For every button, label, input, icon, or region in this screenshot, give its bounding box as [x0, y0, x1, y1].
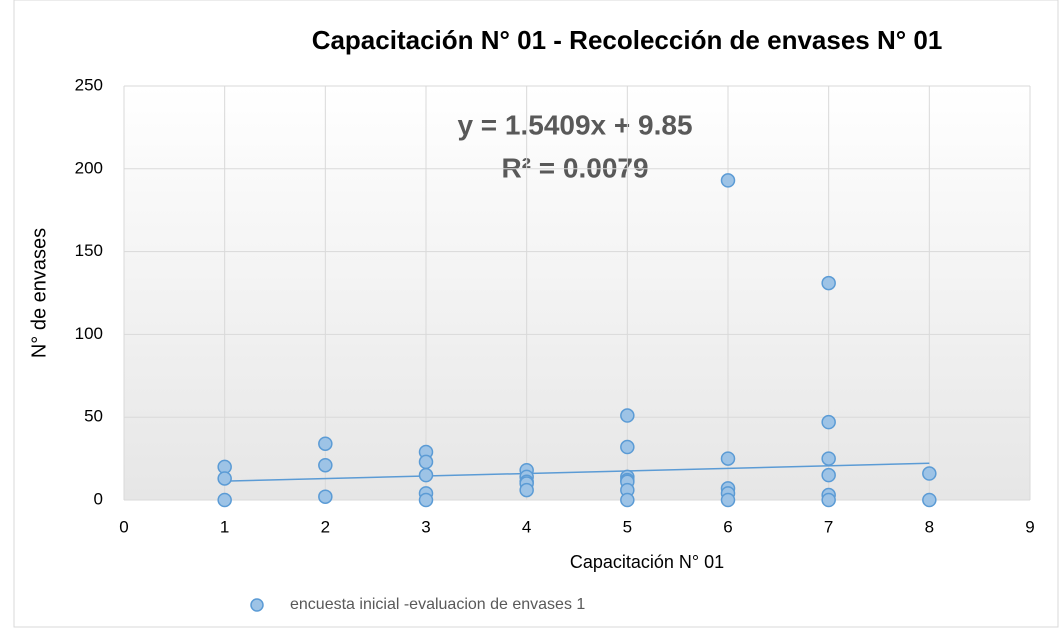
x-tick-label: 0	[119, 517, 128, 536]
y-tick-label: 50	[84, 407, 103, 426]
x-tick-label: 9	[1025, 517, 1034, 536]
scatter-point	[821, 451, 836, 466]
plot-area	[124, 86, 1030, 500]
scatter-point	[217, 471, 232, 486]
scatter-point	[620, 439, 635, 455]
scatter-point	[720, 492, 736, 508]
legend-marker	[250, 598, 264, 612]
scatter-point	[821, 467, 836, 483]
scatter-point	[318, 457, 333, 473]
y-tick-label: 150	[75, 241, 103, 260]
scatter-point	[620, 492, 635, 508]
scatter-point	[418, 467, 434, 483]
scatter-point	[418, 492, 434, 508]
x-tick-label: 7	[824, 517, 833, 536]
x-tick-label: 2	[321, 517, 330, 536]
scatter-point	[318, 489, 333, 504]
legend-label: encuesta inicial -evaluacion de envases …	[290, 596, 585, 613]
scatter-point	[922, 466, 937, 481]
y-axis-label: N° de envases	[28, 228, 50, 358]
scatter-point	[821, 414, 836, 430]
y-tick-label: 100	[75, 324, 103, 343]
scatter-point	[821, 275, 836, 291]
scatter-point	[318, 436, 333, 451]
scatter-point	[620, 408, 635, 423]
scatter-point	[922, 492, 937, 508]
y-tick-label: 0	[94, 489, 103, 508]
trendline-equation: y = 1.5409x + 9.85	[457, 109, 692, 140]
x-tick-label: 3	[421, 517, 430, 536]
scatter-point	[821, 492, 836, 508]
trendline	[224, 462, 930, 482]
x-tick-label: 1	[220, 517, 229, 536]
scatter-point	[418, 454, 434, 470]
y-tick-label: 250	[75, 75, 103, 94]
y-tick-label: 200	[75, 158, 103, 177]
x-axis-label: Capacitación N° 01	[570, 552, 724, 572]
chart-title: Capacitación N° 01 - Recolección de enva…	[312, 25, 943, 55]
scatter-point	[720, 451, 736, 466]
x-tick-label: 5	[623, 517, 632, 536]
scatter-point	[720, 173, 736, 188]
x-tick-label: 4	[522, 517, 531, 536]
x-tick-label: 8	[925, 517, 934, 536]
x-tick-label: 6	[723, 517, 732, 536]
scatter-point	[217, 492, 232, 508]
scatter-point	[519, 482, 534, 498]
trendline-r2: R² = 0.0079	[501, 152, 648, 183]
